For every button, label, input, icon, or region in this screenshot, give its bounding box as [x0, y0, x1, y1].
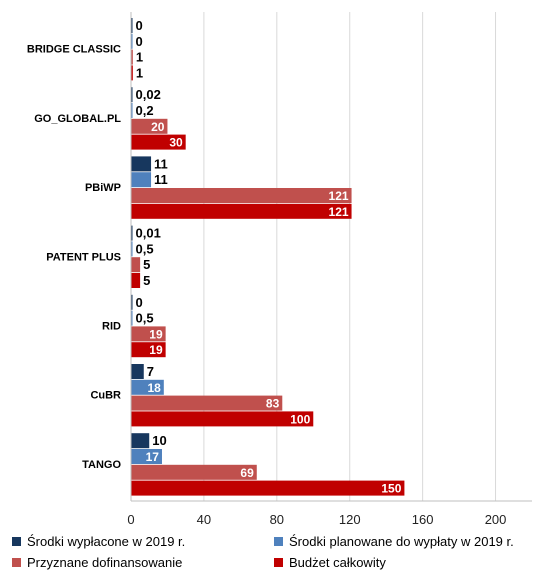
x-tick-label: 80 [270, 512, 284, 527]
data-label: 19 [149, 327, 163, 341]
bar [131, 480, 405, 496]
bar [131, 65, 133, 81]
bar [131, 49, 133, 65]
bar [131, 464, 257, 480]
data-label: 150 [381, 482, 401, 496]
legend-swatch [274, 537, 283, 546]
legend-label: Środki planowane do wypłaty w 2019 r. [289, 534, 514, 549]
legend-label: Budżet całkowity [289, 555, 386, 570]
legend-swatch [12, 558, 21, 567]
x-tick-label: 0 [127, 512, 134, 527]
category-label: PBiWP [85, 182, 121, 194]
data-label: 69 [240, 466, 254, 480]
bar [131, 257, 141, 273]
bar [131, 156, 152, 172]
x-tick-label: 40 [197, 512, 211, 527]
legend-label: Przyznane dofinansowanie [27, 555, 183, 570]
bar [131, 395, 283, 411]
data-label: 0,2 [136, 103, 154, 118]
bar [131, 379, 164, 395]
data-label: 0,5 [136, 241, 154, 256]
legend-item: Środki planowane do wypłaty w 2019 r. [274, 534, 514, 549]
bar [131, 134, 186, 150]
data-label: 121 [329, 205, 349, 219]
data-label: 0,02 [136, 87, 161, 102]
bar [131, 433, 150, 449]
data-label: 1 [136, 50, 143, 65]
data-label: 5 [143, 257, 150, 272]
data-label: 20 [151, 120, 165, 134]
bar [131, 241, 133, 257]
data-label: 30 [169, 136, 183, 150]
bar [131, 364, 144, 379]
legend-swatch [12, 537, 21, 546]
data-label: 5 [143, 273, 150, 288]
bar [131, 273, 141, 288]
category-label: GO_GLOBAL.PL [34, 113, 121, 125]
data-label: 18 [147, 381, 161, 395]
data-label: 0,01 [136, 226, 161, 241]
legend-item: Przyznane dofinansowanie [12, 555, 182, 570]
data-label: 0 [136, 34, 143, 49]
bar [131, 118, 168, 134]
bar [131, 449, 162, 464]
bar [131, 326, 166, 342]
category-label: BRIDGE CLASSIC [27, 44, 121, 56]
bar [131, 172, 152, 188]
bar [131, 225, 133, 241]
bar [131, 203, 352, 219]
bar [131, 18, 133, 33]
bar [131, 103, 133, 118]
x-tick-label: 120 [339, 512, 361, 527]
category-label: PATENT PLUS [46, 251, 121, 263]
data-label: 0,5 [136, 311, 154, 326]
legend-item: Środki wypłacone w 2019 r. [12, 534, 185, 549]
data-label: 121 [329, 189, 349, 203]
legend: Środki wypłacone w 2019 r. Środki planowa… [0, 531, 551, 573]
data-label: 83 [266, 397, 280, 411]
data-label: 1 [136, 65, 143, 80]
category-label: CuBR [90, 390, 121, 402]
data-label: 0 [136, 18, 143, 33]
legend-item: Budżet całkowity [274, 555, 386, 570]
bar [131, 411, 314, 427]
data-label: 100 [290, 412, 310, 426]
data-label: 11 [154, 156, 168, 171]
x-tick-label: 200 [485, 512, 507, 527]
data-label: 0 [136, 295, 143, 310]
bar [131, 342, 166, 358]
x-tick-label: 160 [412, 512, 434, 527]
legend-swatch [274, 558, 283, 567]
data-label: 11 [154, 172, 168, 187]
category-label: TANGO [82, 459, 121, 471]
bar [131, 188, 352, 203]
data-label: 7 [147, 364, 154, 379]
data-label: 19 [149, 343, 163, 357]
bar [131, 294, 133, 310]
bar [131, 87, 133, 103]
data-label: 10 [152, 433, 166, 448]
data-label: 17 [146, 450, 160, 464]
bar [131, 33, 133, 49]
legend-label: Środki wypłacone w 2019 r. [27, 534, 186, 549]
category-label: RID [102, 321, 121, 333]
bar [131, 310, 133, 326]
